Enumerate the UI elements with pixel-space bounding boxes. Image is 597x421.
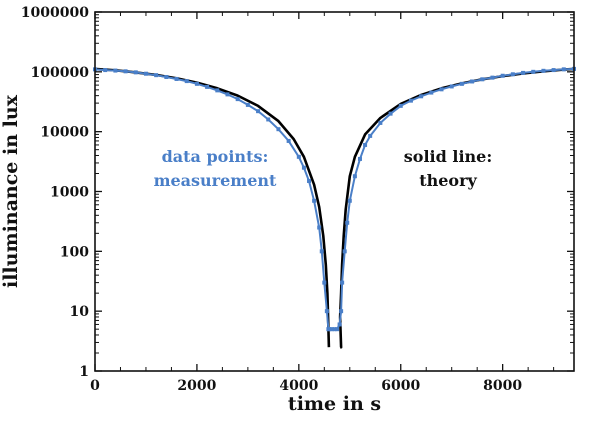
y-tick-label: 1: [79, 364, 89, 380]
measurement-point: [123, 69, 128, 74]
measurement-point: [429, 90, 434, 95]
measurement-point: [521, 70, 526, 75]
measurement-point: [531, 69, 536, 74]
measurement-point: [276, 127, 281, 132]
measurement-point: [408, 98, 413, 103]
measurement-point: [480, 77, 485, 82]
measurement-point: [225, 92, 230, 97]
measurement-point: [327, 327, 332, 332]
y-tick-label: 100000: [31, 65, 90, 81]
measurement-point: [551, 68, 556, 73]
y-tick-label: 1000: [50, 185, 89, 201]
measurement-point: [357, 156, 362, 161]
measurement-point: [419, 94, 424, 99]
x-axis-title: time in s: [288, 393, 381, 415]
measurement-point: [439, 87, 444, 92]
measurement-point: [352, 174, 357, 179]
measurement-point: [286, 138, 291, 143]
x-tick-label: 6000: [381, 378, 420, 394]
y-axis-title: illuminance in lux: [0, 94, 22, 288]
measurement-point: [510, 72, 515, 77]
y-tick-label: 10000: [40, 125, 89, 141]
measurement-point: [329, 327, 334, 332]
x-tick-label: 2000: [177, 378, 216, 394]
measurement-point: [470, 79, 475, 84]
measurement-point: [363, 142, 368, 147]
series-layer: [93, 66, 576, 349]
x-ticks: 0 2000 4000 6000 8000: [90, 12, 555, 394]
plot-frame: [94, 11, 575, 372]
theory-line: [94, 67, 575, 349]
measurement-point: [368, 133, 373, 138]
annotation-measurement-line2: measurement: [154, 171, 277, 190]
annotation-theory-line2: theory: [419, 171, 477, 190]
measurement-point: [317, 225, 322, 230]
measurement-point: [541, 68, 546, 73]
measurement-point: [296, 154, 301, 159]
measurement-point: [459, 81, 464, 86]
measurement-point: [205, 84, 210, 89]
measurement-point: [256, 109, 261, 114]
measurement-point: [339, 309, 344, 314]
measurement-line: [94, 67, 575, 331]
measurement-point: [174, 76, 179, 81]
measurement-point: [307, 178, 312, 183]
measurement-point: [319, 249, 324, 254]
annotation-theory-line1: solid line:: [404, 147, 492, 166]
measurement-point: [154, 73, 159, 78]
measurement-point: [235, 97, 240, 102]
measurement-point: [184, 79, 189, 84]
x-tick-label: 0: [90, 378, 100, 394]
y-tick-label: 1000000: [21, 5, 89, 21]
measurement-point: [340, 280, 345, 285]
measurement-point: [103, 68, 108, 73]
measurement-point: [194, 81, 199, 86]
measurement-point: [345, 220, 350, 225]
y-tick-label: 10: [70, 304, 90, 320]
measurement-point: [215, 88, 220, 93]
measurement-point: [398, 103, 403, 108]
measurement-point: [266, 117, 271, 122]
measurement-point: [143, 71, 148, 76]
measurement-point: [301, 165, 306, 170]
measurement-point: [335, 327, 340, 332]
measurement-point: [324, 309, 329, 314]
measurement-point: [449, 84, 454, 89]
measurement-point: [312, 198, 317, 203]
measurement-point: [490, 75, 495, 80]
measurement-point: [342, 249, 347, 254]
y-tick-label: 100: [60, 244, 89, 260]
x-tick-label: 4000: [279, 378, 318, 394]
measurement-point: [337, 322, 342, 327]
measurement-point: [245, 102, 250, 107]
y-ticks: 1 10 100 1000 10000 100000 1000000: [21, 5, 574, 380]
measurement-point: [133, 70, 138, 75]
annotation-measurement-line1: data points:: [162, 147, 269, 166]
measurement-point: [388, 111, 393, 116]
measurement-point: [500, 73, 505, 78]
measurement-point: [113, 68, 118, 73]
measurement-point: [164, 74, 169, 79]
measurement-point: [332, 327, 337, 332]
measurement-point: [378, 120, 383, 125]
measurement-point: [322, 280, 327, 285]
measurement-point: [561, 67, 566, 72]
x-tick-label: 8000: [483, 378, 522, 394]
measurement-point: [347, 198, 352, 203]
